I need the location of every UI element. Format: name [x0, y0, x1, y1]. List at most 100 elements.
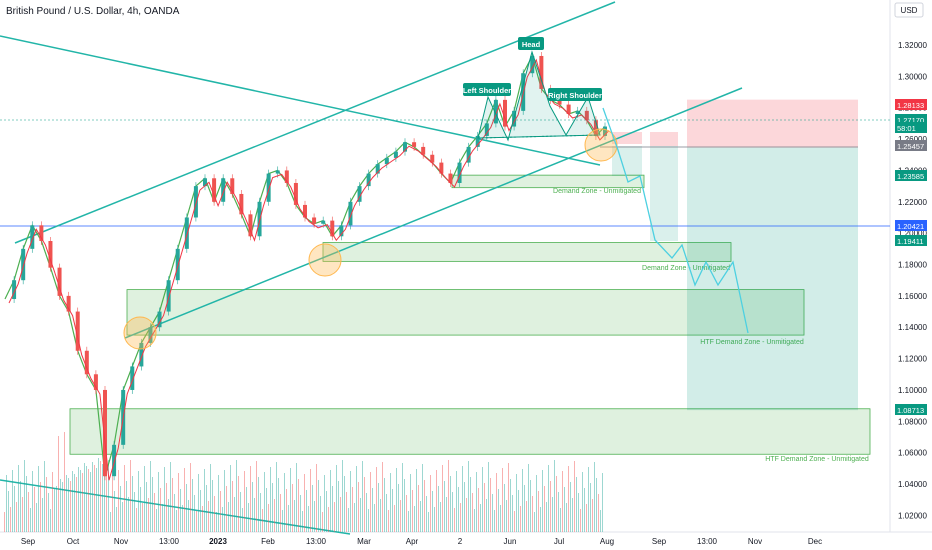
volume-bar	[28, 492, 29, 532]
volume-bar	[162, 504, 163, 532]
volume-bar	[368, 509, 369, 532]
demand-zone	[69, 408, 871, 455]
volume-bar	[590, 483, 591, 532]
highlight-circle	[584, 128, 618, 162]
demand-zone-label: HTF Demand Zone - Unmitigated	[765, 456, 869, 463]
demand-zone-label: Demand Zone - Unmitigated	[553, 188, 641, 195]
volume-bar	[246, 487, 247, 532]
volume-bar	[440, 502, 441, 532]
volume-bar	[550, 481, 551, 532]
volume-bar	[262, 509, 263, 532]
descending-trend-line	[0, 35, 601, 166]
volume-bar	[210, 464, 211, 532]
volume-bar	[130, 460, 131, 532]
x-tick-label: 13:00	[306, 537, 327, 546]
volume-bar	[296, 463, 297, 532]
volume-bar	[514, 511, 515, 532]
volume-bar	[584, 488, 585, 532]
candle-body	[557, 99, 562, 105]
volume-bar	[574, 461, 575, 532]
volume-bar	[212, 480, 213, 532]
take-profit-zone-small	[612, 146, 642, 176]
volume-bar	[518, 490, 519, 532]
candle-body	[57, 267, 62, 296]
volume-bar	[478, 488, 479, 532]
volume-bar	[252, 482, 253, 532]
volume-bar	[390, 473, 391, 532]
channel-lower-line	[124, 87, 743, 339]
volume-bar	[410, 474, 411, 532]
candle-body	[103, 389, 107, 477]
volume-bar	[236, 460, 237, 532]
x-tick-label: Sep	[652, 537, 667, 546]
volume-bar	[256, 461, 257, 532]
volume-bar	[548, 465, 549, 532]
volume-bar	[308, 506, 309, 532]
x-tick-label: Aug	[600, 537, 614, 546]
price-scale-tag	[895, 220, 927, 231]
price-scale-tag-text: 1.23585	[897, 172, 924, 181]
volume-bar	[458, 487, 459, 532]
price-scale-tag	[895, 235, 927, 246]
volume-bar	[484, 483, 485, 532]
volume-bar	[90, 472, 91, 532]
volume-bar	[122, 502, 123, 532]
volume-bar	[414, 506, 415, 532]
volume-bar	[404, 479, 405, 532]
volume-bar	[160, 488, 161, 532]
candle-body	[221, 178, 226, 202]
candle-body	[212, 178, 217, 202]
volume-bar	[14, 486, 15, 532]
volume-bar	[338, 481, 339, 532]
volume-bar	[536, 475, 537, 532]
candle-body	[112, 444, 117, 477]
volume-bar	[444, 481, 445, 532]
volume-bar	[168, 499, 169, 532]
volume-bar	[566, 503, 567, 532]
candle-body	[248, 214, 253, 237]
currency-label[interactable]: USD	[901, 6, 918, 15]
x-tick-label: Jun	[504, 537, 517, 546]
volume-bar	[324, 475, 325, 532]
volume-bar	[6, 475, 7, 532]
volume-bar	[266, 488, 267, 532]
volume-bar	[76, 477, 77, 532]
candle-body	[584, 110, 589, 121]
volume-bar	[30, 508, 31, 532]
price-scale-tag-text: 1.28133	[897, 101, 924, 110]
volume-bar	[204, 469, 205, 532]
volume-bar	[420, 501, 421, 532]
volume-bar	[156, 509, 157, 532]
candle-body	[457, 162, 462, 183]
volume-bar	[532, 496, 533, 532]
volume-bar	[370, 472, 371, 532]
volume-bar	[292, 484, 293, 532]
demand-zone	[322, 242, 732, 262]
volume-bar	[124, 465, 125, 532]
volume-bar	[468, 461, 469, 532]
volume-bar	[466, 498, 467, 532]
volume-bar	[422, 464, 423, 532]
volume-bar	[384, 478, 385, 532]
take-profit-zone-small	[650, 146, 678, 241]
volume-bar	[148, 498, 149, 532]
volume-bar	[102, 464, 103, 532]
volume-bar	[526, 501, 527, 532]
volume-bar	[24, 460, 25, 532]
volume-bar	[42, 498, 43, 532]
volume-bar	[154, 493, 155, 532]
volume-bar	[268, 504, 269, 532]
projected-path	[602, 107, 749, 334]
volume-bar	[52, 472, 53, 532]
volume-bar	[214, 496, 215, 532]
price-scale-tag	[895, 99, 927, 110]
volume-bar	[166, 483, 167, 532]
volume-bar	[474, 509, 475, 532]
candle-body	[393, 151, 398, 158]
volume-bar	[512, 495, 513, 532]
x-tick-label: Oct	[67, 537, 80, 546]
volume-bar	[118, 470, 119, 532]
volume-bar	[106, 457, 107, 532]
